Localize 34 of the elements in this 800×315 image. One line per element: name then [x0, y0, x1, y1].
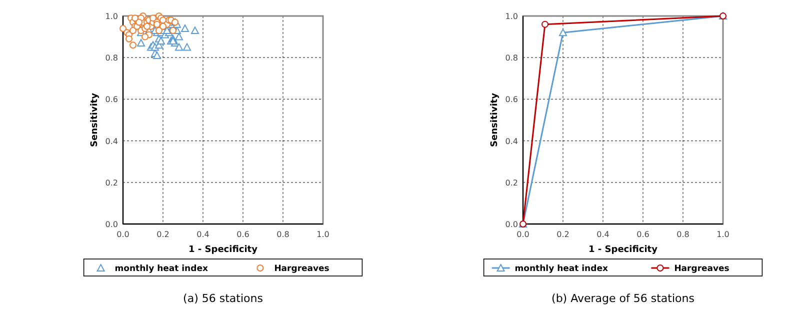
x-tick-label: 0.0	[516, 230, 530, 239]
x-tick-label: 0.8	[276, 230, 290, 239]
y-tick-label: 0.8	[505, 54, 518, 63]
legend-label: monthly heat index	[114, 264, 208, 274]
y-tick-label: 0.2	[505, 178, 518, 188]
y-tick-label: 1.0	[105, 12, 118, 21]
y-tick-label: 0.8	[105, 54, 118, 63]
x-tick-label: 0.8	[676, 230, 690, 239]
y-axis-title: Sensitivity	[490, 92, 500, 147]
y-tick-label: 0.0	[505, 220, 518, 229]
legend-label: Hargreaves	[674, 264, 730, 274]
legend-label: monthly heat index	[514, 264, 608, 274]
y-tick-label: 1.0	[505, 12, 518, 21]
y-tick-label: 0.6	[505, 95, 518, 104]
y-tick-label: 0.0	[105, 220, 118, 229]
text: (a) 56 stations	[183, 292, 264, 305]
x-tick-label: 0.6	[236, 230, 250, 239]
x-tick-label: 1.0	[716, 230, 730, 239]
x-axis-title: 1 - Specificity	[188, 245, 258, 255]
x-tick-label: 0.4	[196, 230, 210, 239]
y-tick-label: 0.4	[505, 136, 518, 146]
x-tick-label: 1.0	[316, 230, 330, 239]
y-tick-label: 0.4	[105, 136, 118, 146]
x-tick-label: 0.4	[596, 230, 610, 239]
legend-label: Hargreaves	[274, 264, 330, 274]
y-tick-label: 0.2	[105, 178, 118, 188]
x-tick-label: 0.2	[556, 230, 570, 239]
x-axis-title: 1 - Specificity	[588, 245, 658, 255]
x-tick-label: 0.0	[116, 230, 130, 239]
x-tick-label: 0.6	[636, 230, 650, 239]
x-tick-label: 0.2	[156, 230, 170, 239]
text: (b) Average of 56 stations	[552, 292, 695, 305]
y-axis-title: Sensitivity	[90, 92, 100, 147]
y-tick-label: 0.6	[105, 95, 118, 104]
